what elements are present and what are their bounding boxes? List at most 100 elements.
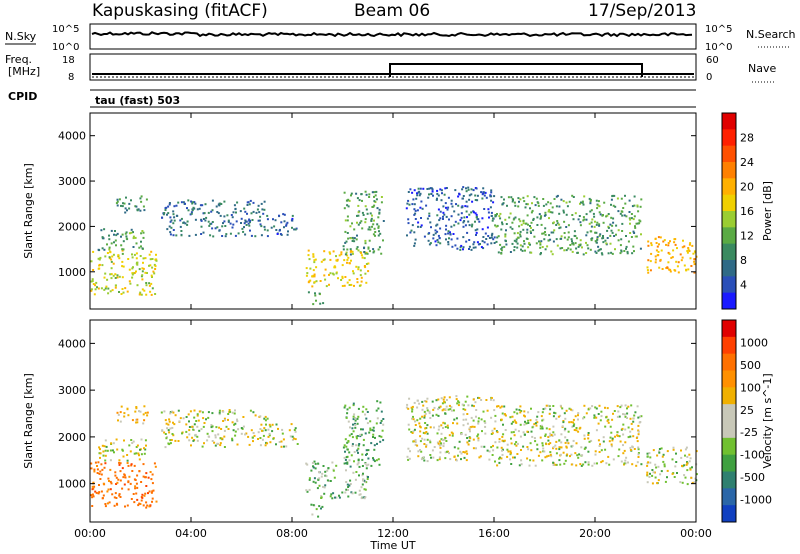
- echo-cell: [437, 241, 440, 244]
- echo-cell: [382, 220, 385, 222]
- echo-cell: [377, 216, 380, 219]
- echo-cell: [236, 420, 239, 423]
- echo-cell: [598, 404, 601, 407]
- echo-cell: [481, 240, 484, 243]
- echo-cell: [107, 292, 110, 295]
- echo-cell: [684, 448, 687, 451]
- echo-cell: [242, 230, 245, 233]
- echo-cell: [552, 405, 555, 407]
- echo-cell: [637, 429, 640, 432]
- echo-cell: [451, 245, 454, 248]
- echo-cell: [98, 267, 101, 270]
- echo-cell: [464, 205, 467, 208]
- echo-cell: [133, 501, 136, 504]
- echo-cell: [130, 464, 133, 467]
- echo-cell: [598, 205, 601, 208]
- echo-cell: [369, 427, 372, 430]
- echo-cell: [109, 488, 112, 491]
- echo-cell: [242, 416, 245, 418]
- echo-cell: [647, 461, 650, 464]
- echo-cell: [102, 237, 105, 240]
- echo-cell: [463, 220, 466, 222]
- echo-cell: [690, 476, 693, 479]
- echo-cell: [150, 491, 153, 494]
- echo-cell: [431, 414, 434, 417]
- echo-cell: [372, 457, 374, 460]
- echo-cell: [438, 219, 441, 222]
- echo-cell: [104, 272, 107, 275]
- echo-cell: [428, 212, 431, 215]
- echo-cell: [367, 476, 369, 478]
- echo-cell: [248, 203, 251, 206]
- freq-label: Freq.: [5, 53, 32, 66]
- echo-cell: [565, 249, 568, 252]
- echo-cell: [188, 439, 191, 442]
- echo-cell: [681, 246, 684, 249]
- echo-cell: [232, 429, 235, 432]
- echo-cell: [691, 466, 693, 469]
- echo-cell: [96, 468, 99, 471]
- echo-cell: [211, 199, 214, 202]
- echo-cell: [286, 221, 289, 224]
- echo-cell: [542, 232, 545, 235]
- echo-cell: [425, 431, 428, 433]
- echo-cell: [198, 429, 201, 432]
- echo-cell: [285, 445, 288, 448]
- echo-cell: [423, 432, 426, 435]
- echo-cell: [650, 244, 653, 247]
- echo-cell: [356, 234, 358, 237]
- echo-cell: [637, 456, 640, 458]
- echo-cell: [646, 464, 649, 467]
- echo-cell: [145, 485, 148, 487]
- echo-cell: [534, 440, 537, 443]
- echo-cell: [315, 508, 318, 511]
- echo-cell: [657, 254, 660, 257]
- echo-cell: [425, 444, 428, 447]
- echo-cell: [567, 442, 570, 445]
- echo-cell: [463, 216, 466, 219]
- echo-cell: [376, 223, 379, 226]
- echo-cell: [407, 423, 410, 426]
- echo-cell: [131, 272, 134, 275]
- echo-cell: [453, 455, 456, 458]
- echo-cell: [484, 421, 487, 424]
- echo-cell: [690, 265, 693, 267]
- echo-cell: [475, 213, 478, 216]
- echo-cell: [118, 198, 121, 201]
- echo-cell: [532, 219, 535, 221]
- echo-cell: [190, 200, 193, 203]
- echo-cell: [419, 440, 422, 443]
- echo-cell: [174, 439, 177, 442]
- echo-cell: [103, 445, 106, 448]
- echo-cell: [627, 461, 629, 464]
- echo-cell: [528, 242, 531, 245]
- echo-cell: [514, 204, 517, 207]
- y-tick-label: 1000: [58, 478, 86, 491]
- echo-cell: [208, 224, 211, 227]
- echo-cell: [150, 293, 153, 296]
- echo-cell: [528, 464, 531, 467]
- echo-cell: [657, 465, 660, 468]
- echo-cell: [492, 238, 495, 241]
- echo-cell: [498, 215, 501, 218]
- echo-cell: [344, 458, 347, 461]
- echo-cell: [513, 201, 516, 204]
- echo-cell: [623, 449, 626, 452]
- echo-cell: [438, 440, 441, 443]
- echo-cell: [127, 480, 130, 483]
- echo-cell: [519, 230, 522, 233]
- echo-cell: [580, 201, 582, 204]
- echo-cell: [582, 219, 585, 222]
- echo-cell: [539, 427, 542, 430]
- echo-cell: [483, 241, 486, 244]
- echo-cell: [466, 437, 469, 439]
- echo-cell: [135, 421, 138, 424]
- echo-cell: [252, 432, 255, 434]
- echo-cell: [602, 237, 605, 239]
- echo-cell: [332, 492, 335, 495]
- echo-cell: [293, 429, 296, 431]
- echo-cell: [597, 200, 600, 203]
- echo-cell: [526, 214, 529, 217]
- nave-label: Nave: [748, 62, 776, 75]
- y-tick-label: 2000: [58, 431, 86, 444]
